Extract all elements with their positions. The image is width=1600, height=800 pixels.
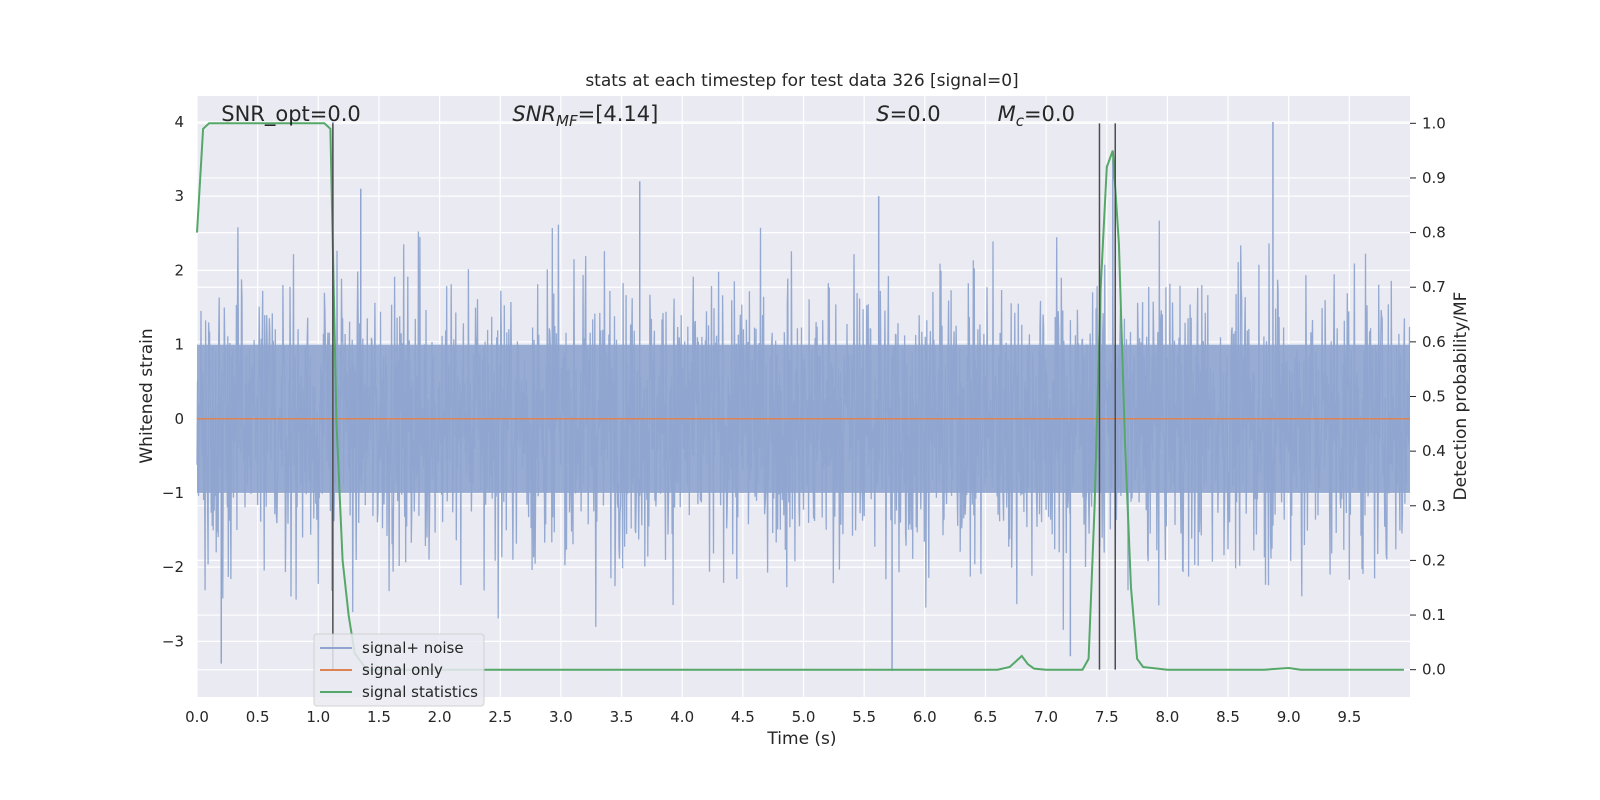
x-tick-label: 7.0 <box>1034 708 1058 726</box>
x-tick-label: 9.0 <box>1277 708 1301 726</box>
y-right-tick-label: 0.4 <box>1422 442 1446 460</box>
x-tick-label: 1.0 <box>306 708 330 726</box>
y-right-tick-label: 0.9 <box>1422 169 1446 187</box>
y-right-tick-label: 0.0 <box>1422 661 1446 679</box>
x-axis-label: Time (s) <box>766 729 836 749</box>
x-tick-label: 1.5 <box>367 708 391 726</box>
legend-entry: signal only <box>362 661 443 679</box>
x-tick-label: 0.5 <box>246 708 270 726</box>
stat-annotation: SNR_opt=0.0 <box>221 102 361 127</box>
y-right-tick-label: 0.2 <box>1422 551 1446 569</box>
x-tick-label: 6.5 <box>974 708 998 726</box>
x-tick-label: 4.5 <box>731 708 755 726</box>
y-axis-right-label: Detection probability/MF <box>1451 292 1471 501</box>
y-left-tick-label: 3 <box>174 187 184 205</box>
y-right-tick-label: 1.0 <box>1422 114 1446 132</box>
y-left-tick-label: 1 <box>174 336 184 354</box>
y-right-tick-label: 0.7 <box>1422 278 1446 296</box>
x-tick-label: 4.0 <box>670 708 694 726</box>
legend-entry: signal statistics <box>362 683 478 701</box>
y-left-tick-label: 2 <box>174 261 184 279</box>
legend: signal+ noise signal only signal statistic… <box>313 633 485 707</box>
x-tick-label: 2.5 <box>488 708 512 726</box>
y-left-tick-label: −3 <box>162 632 184 650</box>
x-tick-label: 7.5 <box>1095 708 1119 726</box>
y-left-tick-label: 0 <box>174 410 184 428</box>
stat-annotation: S=0.0 <box>876 102 940 126</box>
x-tick-label: 2.0 <box>428 708 452 726</box>
y-right-tick-label: 0.6 <box>1422 333 1446 351</box>
y-right-tick-label: 0.3 <box>1422 497 1446 515</box>
axis-ticks: 0.0 0.5 1.0 1.5 2.0 2.5 3.0 3.5 4.0 4.5 5.0 5.5 6.0 6… <box>162 113 1446 726</box>
x-tick-label: 3.0 <box>549 708 573 726</box>
x-tick-label: 6.0 <box>913 708 937 726</box>
signal-statistics-line <box>196 122 1404 671</box>
y-left-tick-label: −1 <box>162 484 184 502</box>
y-axis-left-label: Whitened strain <box>137 328 157 463</box>
stat-annotation: SNRMF=[4.14] <box>512 102 658 130</box>
y-right-tick-label: 0.8 <box>1422 224 1446 242</box>
y-right-tick-label: 0.1 <box>1422 606 1446 624</box>
x-tick-label: 8.0 <box>1155 708 1179 726</box>
x-tick-label: 8.5 <box>1216 708 1240 726</box>
x-tick-label: 5.0 <box>792 708 816 726</box>
x-tick-label: 9.5 <box>1337 708 1361 726</box>
legend-entry: signal+ noise <box>362 639 464 657</box>
chart-title: stats at each timestep for test data 326… <box>585 71 1018 91</box>
y-left-tick-label: −2 <box>162 558 184 576</box>
annotations: SNR_opt=0.0 SNRMF=[4.14] S=0.0 Mc=0.0 <box>221 102 1075 130</box>
series-lines <box>196 122 1410 671</box>
x-tick-label: 0.0 <box>185 708 209 726</box>
x-tick-label: 3.5 <box>610 708 634 726</box>
legend-box <box>313 633 485 707</box>
x-tick-label: 5.5 <box>852 708 876 726</box>
y-right-tick-label: 0.5 <box>1422 388 1446 406</box>
stat-annotation: Mc=0.0 <box>998 102 1075 130</box>
vertical-markers <box>332 123 1116 670</box>
y-left-tick-label: 4 <box>174 113 184 131</box>
